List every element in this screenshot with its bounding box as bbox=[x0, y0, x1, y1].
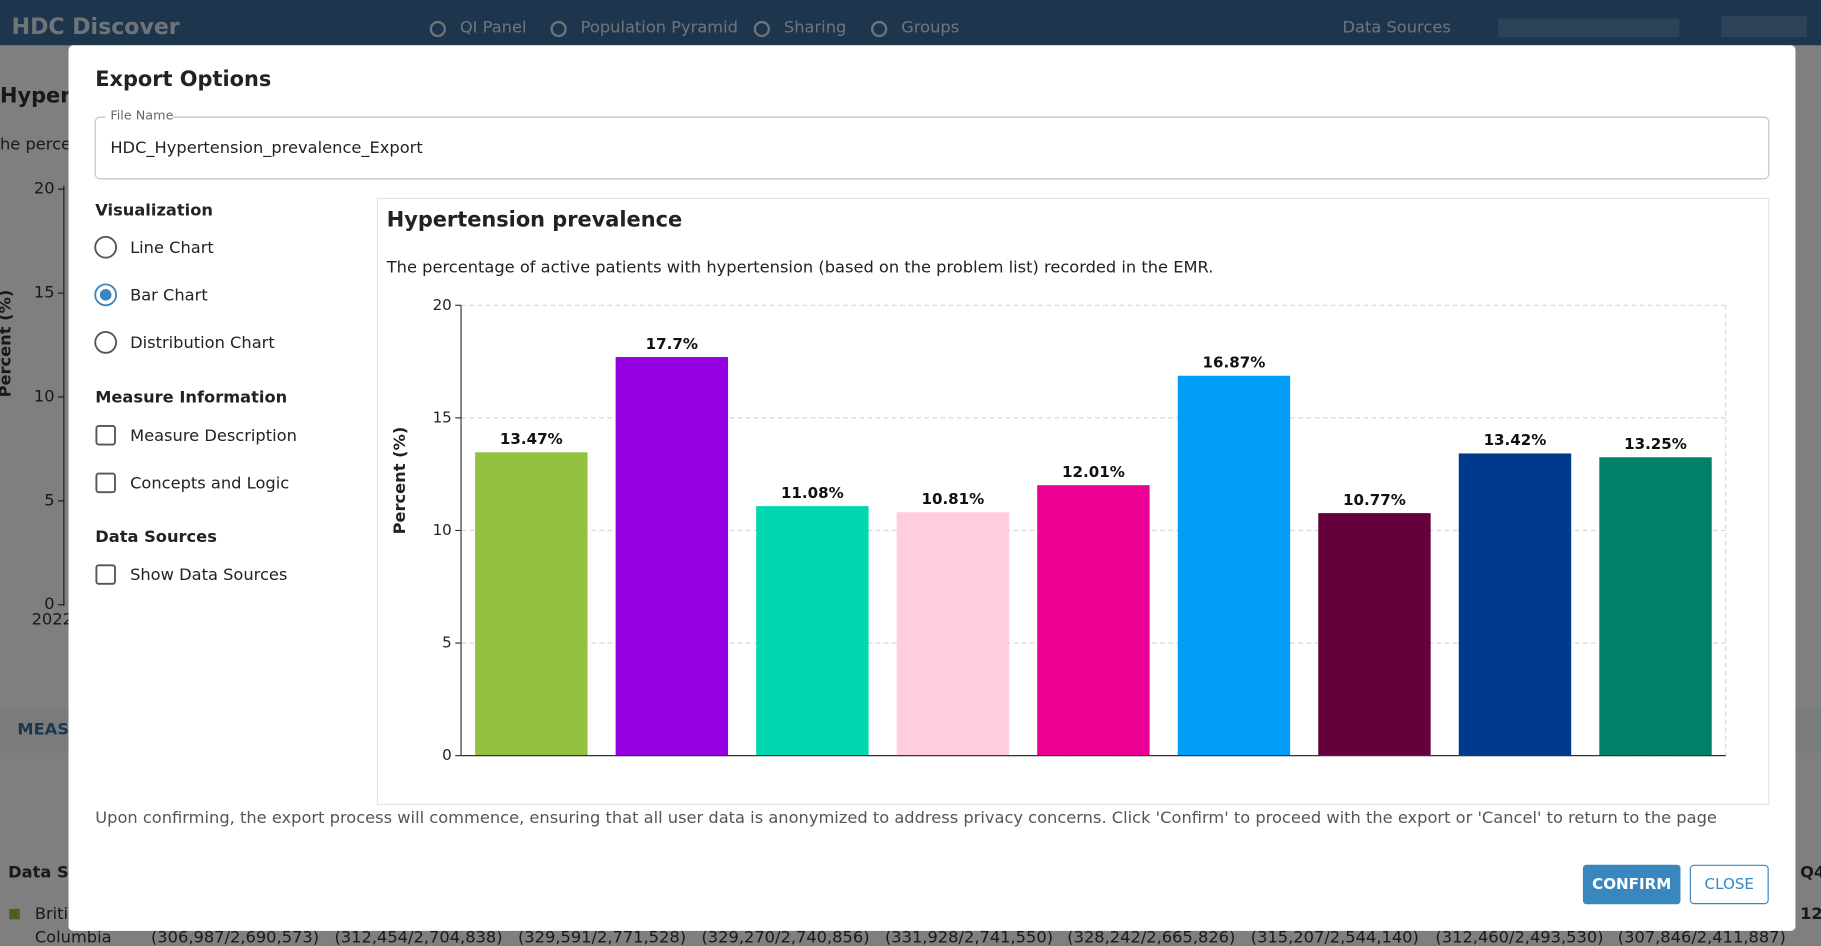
bar bbox=[756, 506, 869, 756]
radio-label[interactable]: Bar Chart bbox=[130, 285, 208, 304]
value-label: 17.7% bbox=[646, 335, 698, 353]
close-button[interactable] bbox=[1689, 864, 1769, 905]
field-label: File Name bbox=[110, 109, 173, 124]
radio-dot[interactable] bbox=[99, 289, 112, 301]
value-label: 13.42% bbox=[1484, 431, 1547, 449]
y-axis-label: Percent (%) bbox=[390, 427, 409, 535]
bar bbox=[896, 512, 1010, 756]
section-heading: Visualization bbox=[95, 201, 213, 220]
y-tick-label: 5 bbox=[442, 634, 452, 652]
chart-title: Hypertension prevalence bbox=[387, 208, 682, 232]
checkbox-label[interactable]: Measure Description bbox=[130, 426, 297, 445]
close-label[interactable]: CLOSE bbox=[1705, 875, 1754, 893]
file-name-field[interactable] bbox=[94, 116, 1770, 180]
modal-title: Export Options bbox=[95, 67, 271, 91]
bar bbox=[1037, 485, 1150, 756]
value-label: 13.25% bbox=[1624, 435, 1687, 453]
bar bbox=[615, 357, 729, 756]
confirm-label[interactable]: CONFIRM bbox=[1592, 875, 1671, 893]
value-label: 16.87% bbox=[1203, 353, 1266, 371]
bar bbox=[1177, 375, 1291, 756]
section-heading: Measure Information bbox=[95, 388, 287, 407]
y-tick-label: 20 bbox=[433, 296, 452, 314]
radio[interactable] bbox=[94, 331, 118, 354]
value-label: 10.77% bbox=[1343, 491, 1406, 509]
value-label: 10.81% bbox=[921, 490, 984, 508]
confirm-button[interactable] bbox=[1582, 864, 1681, 905]
field-legend-gap bbox=[105, 109, 174, 124]
radio-label[interactable]: Distribution Chart bbox=[130, 333, 275, 352]
y-tick-label: 10 bbox=[433, 521, 452, 539]
bar bbox=[475, 452, 588, 756]
checkbox[interactable] bbox=[95, 472, 116, 494]
export-modal: Export Options File Name HDC_Hypertensio… bbox=[68, 45, 1796, 931]
checkbox-label[interactable]: Concepts and Logic bbox=[130, 474, 289, 493]
radio-label[interactable]: Line Chart bbox=[130, 238, 214, 257]
chart-subtitle: The percentage of active patients with h… bbox=[386, 258, 1214, 277]
notice: Upon confirming, the export process will… bbox=[95, 808, 1717, 827]
checkbox[interactable] bbox=[95, 425, 116, 446]
file-name-value[interactable]: HDC_Hypertension_prevalence_Export bbox=[110, 138, 422, 158]
value-label: 12.01% bbox=[1062, 463, 1125, 481]
radio[interactable] bbox=[94, 235, 118, 259]
section-heading: Data Sources bbox=[95, 527, 217, 546]
bar bbox=[1599, 457, 1712, 756]
y-tick-label: 0 bbox=[442, 746, 452, 764]
checkbox-label[interactable]: Show Data Sources bbox=[130, 565, 287, 584]
value-label: 11.08% bbox=[781, 484, 844, 502]
value-label: 13.47% bbox=[500, 430, 563, 448]
bar bbox=[1318, 513, 1431, 756]
bar bbox=[1458, 453, 1572, 756]
y-tick-label: 15 bbox=[433, 408, 452, 426]
checkbox[interactable] bbox=[95, 564, 116, 585]
